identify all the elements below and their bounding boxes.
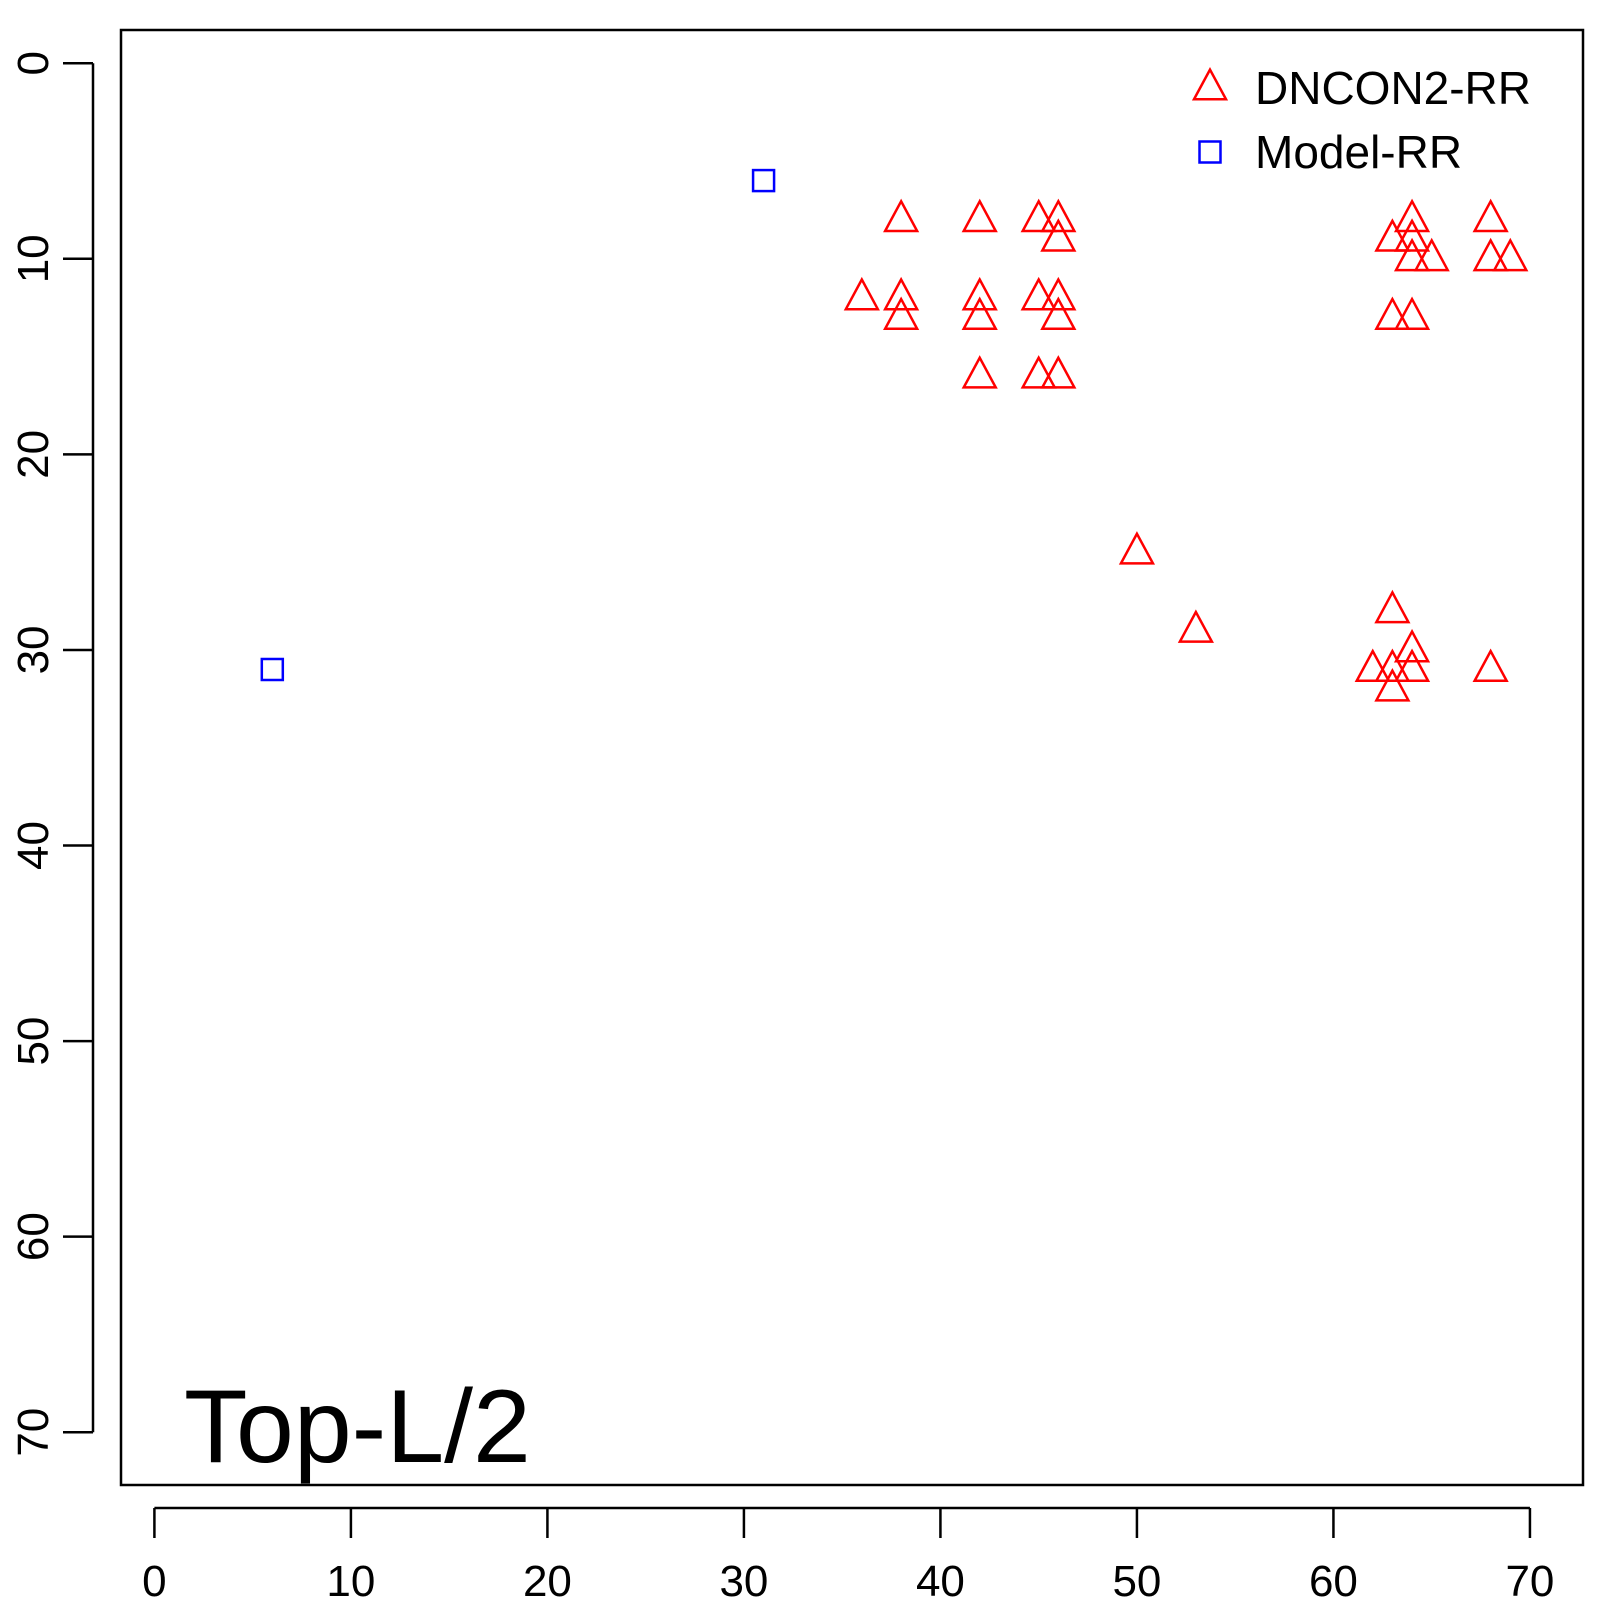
dncon2-rr-point [1393, 198, 1431, 233]
dncon2-rr-point [1040, 218, 1077, 252]
y-axis: 0 10 20 30 40 50 60 70 [9, 51, 95, 1457]
dncon2-rr-point [1040, 355, 1077, 389]
y-tick-label: 20 [9, 430, 58, 479]
plot-frame [119, 28, 1585, 1487]
dncon2-rr-point [961, 198, 998, 233]
y-tick-label: 0 [9, 51, 58, 75]
dncon2-rr-point [1040, 198, 1077, 233]
dncon2-rr-point [1118, 531, 1156, 565]
dncon2-rr-point [883, 198, 920, 233]
x-tick-label: 30 [719, 1557, 768, 1600]
dncon2-rr-point [1492, 237, 1529, 272]
x-tick-label: 60 [1309, 1557, 1358, 1600]
y-tick-label: 30 [9, 625, 58, 674]
dncon2-rr-point [1393, 628, 1431, 663]
dncon2-rr-point [961, 276, 998, 311]
dncon2-rr-point [961, 355, 998, 389]
dncon2-rr-point [1393, 648, 1431, 683]
x-axis: 0 10 20 30 40 50 60 70 [142, 1506, 1554, 1600]
dncon2-rr-point [1472, 648, 1509, 683]
dncon2-rr-point [1374, 296, 1411, 331]
dncon2-rr-point [1354, 648, 1391, 683]
dncon2-rr-point [1040, 276, 1077, 311]
x-tick-label: 0 [142, 1557, 166, 1600]
dncon2-rr-point [1020, 276, 1057, 311]
y-tick-label: 50 [9, 1017, 58, 1066]
dncon2-rr-point [843, 276, 880, 311]
x-tick-label: 10 [326, 1557, 375, 1600]
dncon2-rr-point [1374, 589, 1411, 624]
dncon2-rr-point [1374, 648, 1411, 683]
plot-annotation: Top-L/2 [184, 1369, 531, 1485]
x-tick-label: 40 [916, 1557, 965, 1600]
y-tick-label: 70 [9, 1408, 58, 1457]
x-tick-label: 70 [1505, 1557, 1554, 1600]
legend-label: Model-RR [1255, 126, 1462, 178]
legend: DNCON2-RR Model-RR [1191, 62, 1531, 178]
dncon2-rr-point [883, 276, 920, 311]
y-tick-label: 60 [9, 1212, 58, 1261]
legend-square-marker [1198, 140, 1222, 164]
model-rr-point [751, 168, 776, 193]
dncon2-rr-point [1020, 198, 1057, 233]
dncon2-rr-point [1374, 668, 1411, 702]
dncon2-rr-point [1020, 355, 1057, 389]
dncon2-rr-point [1393, 296, 1431, 331]
dncon2-rr-point [883, 296, 920, 331]
dncon2-rr-point [961, 296, 998, 331]
dncon2-rr-point [1393, 237, 1431, 272]
legend-triangle-marker [1191, 66, 1229, 101]
data-points [260, 168, 1529, 702]
dncon2-rr-point [1177, 609, 1214, 643]
dncon2-rr-point [1374, 218, 1411, 252]
dncon2-rr-point [1472, 198, 1509, 233]
model-rr-point [260, 657, 285, 682]
dncon2-rr-point [1413, 237, 1450, 272]
y-tick-label: 10 [9, 234, 58, 283]
legend-label: DNCON2-RR [1255, 62, 1531, 114]
dncon2-rr-point [1472, 237, 1509, 272]
dncon2-rr-point [1040, 296, 1077, 331]
x-tick-label: 50 [1112, 1557, 1161, 1600]
dncon2-rr-point [1393, 218, 1431, 252]
x-tick-label: 20 [523, 1557, 572, 1600]
y-tick-label: 40 [9, 821, 58, 870]
